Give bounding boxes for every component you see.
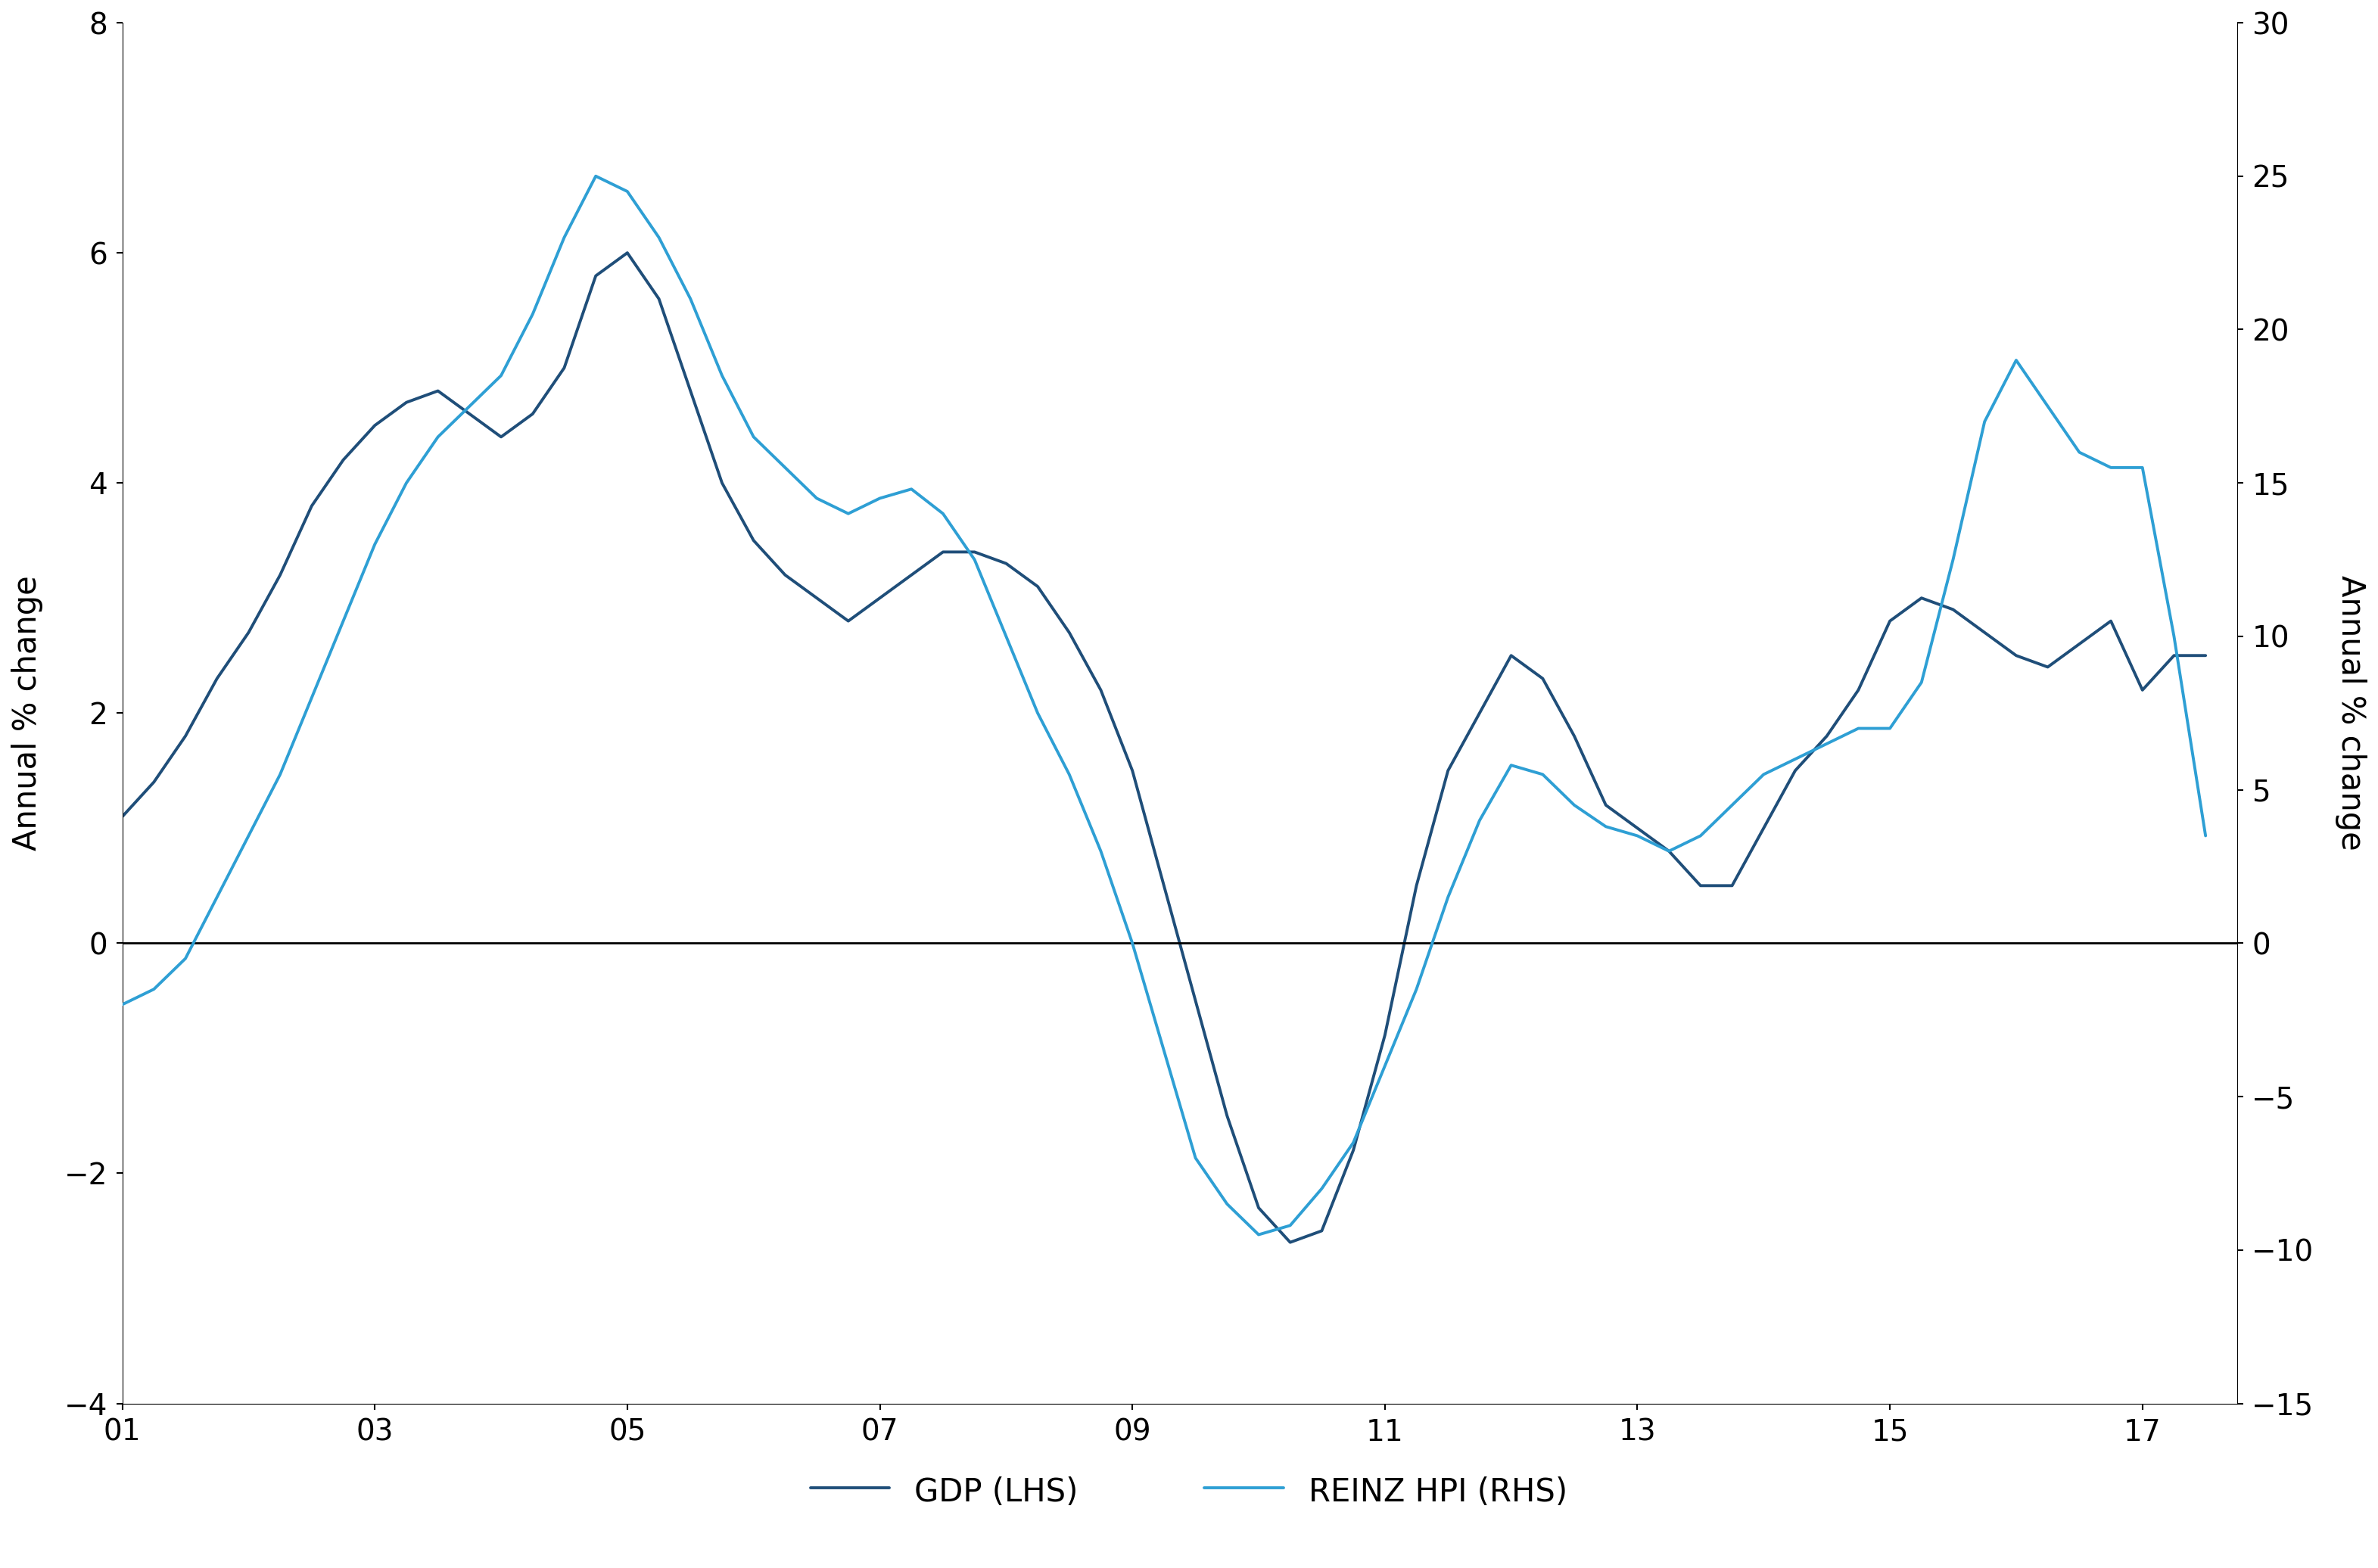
Line: REINZ HPI (RHS): REINZ HPI (RHS) [121, 176, 2204, 1234]
REINZ HPI (RHS) [1244, 1225, 1272, 1243]
GDP (LHS) [107, 808, 136, 826]
REINZ HPI (RHS) [2190, 826, 2219, 845]
GDP (LHS) [992, 554, 1020, 572]
REINZ HPI (RHS) [361, 535, 390, 554]
GDP (LHS) [2064, 635, 2093, 654]
REINZ HPI (RHS) [1750, 765, 1779, 784]
REINZ HPI (RHS) [266, 765, 295, 784]
GDP (LHS) [266, 566, 295, 585]
GDP (LHS) [614, 243, 642, 262]
REINZ HPI (RHS) [107, 996, 136, 1014]
GDP (LHS) [2190, 646, 2219, 665]
GDP (LHS) [1087, 681, 1115, 699]
GDP (LHS) [1750, 818, 1779, 837]
Y-axis label: Annual % change: Annual % change [12, 575, 43, 851]
REINZ HPI (RHS) [583, 166, 611, 185]
Legend: GDP (LHS), REINZ HPI (RHS): GDP (LHS), REINZ HPI (RHS) [799, 1461, 1579, 1521]
REINZ HPI (RHS) [2064, 442, 2093, 461]
REINZ HPI (RHS) [992, 627, 1020, 646]
Y-axis label: Annual % change: Annual % change [2335, 575, 2366, 851]
GDP (LHS) [361, 416, 390, 434]
REINZ HPI (RHS) [1087, 842, 1115, 861]
GDP (LHS) [1277, 1232, 1306, 1251]
Line: GDP (LHS): GDP (LHS) [121, 252, 2204, 1242]
